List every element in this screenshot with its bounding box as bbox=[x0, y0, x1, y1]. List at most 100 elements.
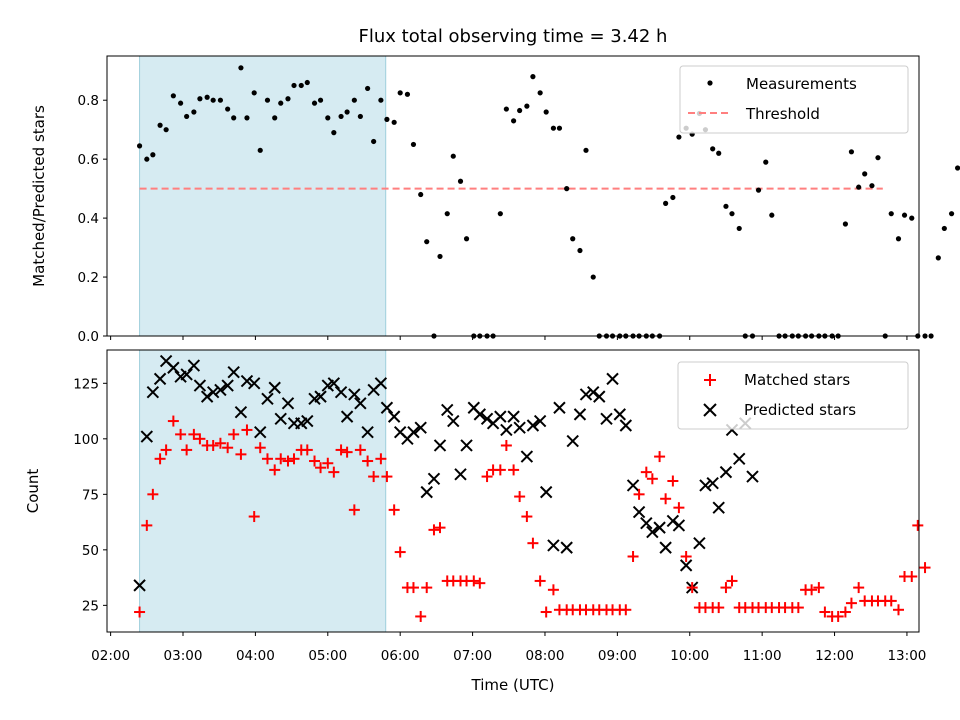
matched-star-point bbox=[228, 428, 240, 440]
predicted-marker-stroke bbox=[699, 479, 712, 492]
predicted-marker-stroke bbox=[579, 388, 593, 401]
legend-matched-label: Matched stars bbox=[744, 371, 850, 389]
predicted-marker-stroke bbox=[334, 385, 348, 399]
predicted-marker-stroke bbox=[167, 361, 180, 374]
matched-star-point bbox=[508, 464, 520, 476]
matched-star-point bbox=[474, 577, 486, 589]
predicted-star-point bbox=[454, 468, 467, 481]
predicted-star-point bbox=[247, 377, 261, 390]
matched-star-point bbox=[713, 602, 725, 614]
predicted-star-point bbox=[719, 465, 733, 479]
top-panel: 0.0 0.2 0.4 0.6 0.8 Flux total observing tim… bbox=[30, 26, 960, 345]
legend-threshold-label: Threshold bbox=[745, 105, 820, 123]
top-legend: Measurements Threshold bbox=[679, 65, 909, 134]
matched-star-point bbox=[660, 493, 672, 505]
matched-star-point bbox=[673, 502, 685, 514]
matched-star-point bbox=[468, 575, 480, 587]
measurement-point bbox=[909, 215, 915, 221]
predicted-star-point bbox=[507, 410, 520, 423]
predicted-star-point bbox=[167, 361, 180, 374]
predicted-marker-stroke bbox=[159, 354, 173, 368]
bottom-shaded-span bbox=[139, 349, 387, 633]
matched-star-point bbox=[686, 582, 698, 594]
measurement-point bbox=[888, 211, 894, 217]
predicted-star-point bbox=[494, 410, 507, 423]
legend-matched-marker bbox=[704, 374, 716, 386]
predicted-marker-stroke bbox=[513, 421, 526, 434]
predicted-star-point bbox=[354, 397, 367, 410]
matched-star-point bbox=[514, 491, 526, 503]
predicted-marker-stroke bbox=[140, 430, 154, 443]
predicted-marker-stroke bbox=[254, 425, 267, 439]
measurement-point bbox=[251, 90, 257, 96]
measurement-point bbox=[550, 125, 557, 131]
predicted-star-point bbox=[387, 410, 401, 423]
predicted-star-point bbox=[140, 430, 154, 443]
measurement-point bbox=[231, 115, 237, 121]
predicted-marker-stroke bbox=[553, 401, 566, 414]
predicted-marker-stroke bbox=[566, 434, 579, 448]
predicted-star-point bbox=[221, 379, 234, 392]
matched-star-point bbox=[160, 444, 172, 456]
bottom-x-ticks: 02:00 03:00 04:00 05:00 06:00 07:00 08:00 09:00… bbox=[91, 632, 926, 664]
measurement-point bbox=[177, 100, 184, 106]
matched-star-point bbox=[680, 551, 692, 563]
top-shaded-span bbox=[139, 55, 387, 337]
bottom-y-ticks: 25 50 75 100 125 bbox=[73, 376, 107, 614]
predicted-star-point bbox=[380, 401, 394, 414]
measurement-point bbox=[264, 97, 271, 103]
matched-star-point bbox=[154, 453, 166, 465]
predicted-marker-stroke bbox=[600, 412, 613, 426]
predicted-star-point bbox=[526, 419, 540, 432]
measurement-point bbox=[935, 255, 941, 261]
predicted-star-point bbox=[593, 390, 606, 403]
predicted-marker-stroke bbox=[500, 423, 513, 437]
matched-star-point bbox=[906, 570, 918, 582]
matched-star-point bbox=[147, 488, 159, 500]
predicted-marker-stroke bbox=[354, 397, 367, 410]
xtick-label: 06:00 bbox=[381, 648, 420, 664]
predicted-marker-stroke bbox=[467, 401, 480, 414]
matched-star-point bbox=[421, 582, 433, 594]
predicted-star-point bbox=[712, 501, 725, 514]
predicted-marker-stroke bbox=[393, 425, 407, 439]
measurement-point bbox=[723, 203, 729, 209]
top-ytick-label: 0.4 bbox=[78, 211, 99, 227]
matched-star-point bbox=[527, 537, 539, 549]
measurement-point bbox=[378, 97, 384, 103]
measurement-point bbox=[150, 152, 156, 158]
predicted-marker-stroke bbox=[560, 541, 573, 554]
predicted-marker-stroke bbox=[672, 519, 686, 532]
matched-star-point bbox=[407, 582, 419, 594]
matched-star-point bbox=[261, 453, 273, 465]
bottom-ytick-label: 75 bbox=[82, 487, 99, 503]
top-ytick-label: 0.0 bbox=[78, 329, 99, 345]
measurement-point bbox=[225, 106, 231, 112]
predicted-marker-stroke bbox=[494, 410, 507, 423]
measurement-point bbox=[278, 100, 284, 106]
predicted-star-point bbox=[679, 559, 693, 572]
legend-predicted-marker bbox=[703, 403, 717, 417]
matched-star-point bbox=[188, 428, 200, 440]
measurement-point bbox=[170, 93, 176, 99]
predicted-star-point bbox=[314, 390, 327, 403]
measurement-point bbox=[590, 274, 596, 280]
predicted-star-point bbox=[619, 419, 633, 432]
measurement-point bbox=[955, 165, 960, 171]
measurement-point bbox=[564, 186, 570, 192]
predicted-star-point bbox=[240, 374, 254, 388]
matched-star-point bbox=[335, 444, 347, 456]
matched-star-point bbox=[885, 595, 897, 607]
predicted-star-point bbox=[539, 485, 553, 499]
matched-star-point bbox=[288, 453, 300, 465]
predicted-marker-stroke bbox=[206, 385, 220, 399]
predicted-star-point bbox=[547, 539, 560, 552]
measurement-point bbox=[769, 212, 775, 218]
matched-star-point bbox=[500, 439, 512, 451]
predicted-star-point bbox=[200, 390, 214, 403]
predicted-marker-stroke bbox=[733, 452, 746, 466]
matched-star-point bbox=[275, 453, 287, 465]
predicted-marker-stroke bbox=[666, 514, 680, 528]
predicted-star-point bbox=[180, 368, 193, 381]
measurement-point bbox=[365, 85, 371, 92]
